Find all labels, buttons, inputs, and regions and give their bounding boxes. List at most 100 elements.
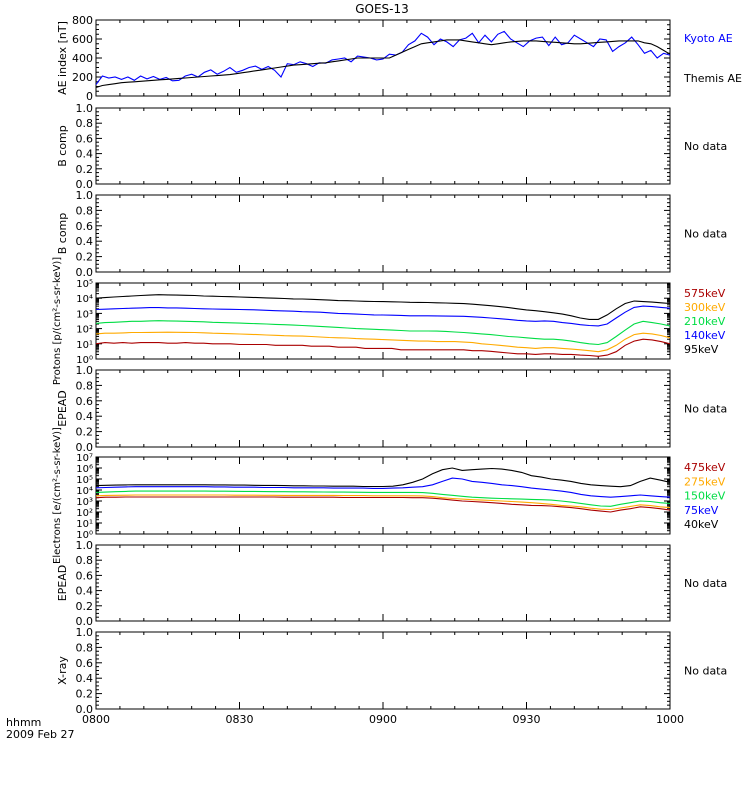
y-tick-label: 10⁵ — [76, 279, 93, 290]
series-line-210kev — [95, 320, 671, 346]
y-tick-label: 0.0 — [76, 178, 94, 191]
no-data-label: No data — [684, 403, 727, 416]
y-tick-label: 10² — [76, 325, 93, 336]
y-tick-label: 10¹ — [76, 340, 93, 351]
y-tick-label: 0.6 — [76, 395, 94, 408]
y-tick-label: 0.8 — [76, 641, 94, 654]
legend-entry: 575keV — [684, 287, 726, 300]
y-tick-label: 10⁰ — [76, 530, 93, 541]
x-axis: 0800 0830 0900 0930 1000 — [82, 713, 684, 726]
y-tick-label: 10³ — [76, 309, 93, 320]
panel-frame — [95, 107, 671, 185]
series-group — [95, 30, 671, 89]
panel-8: 0.0 0.2 0.4 0.6 0.8 1.0 X-ray No data — [56, 626, 727, 716]
y-axis-label: B comp — [56, 125, 69, 167]
y-tick-label: 0.2 — [76, 251, 94, 264]
y-tick-label: 600 — [72, 33, 93, 46]
series-line-300kev — [95, 331, 671, 353]
y-tick-label: 1.0 — [76, 189, 94, 202]
y-tick-label: 0.0 — [76, 266, 94, 279]
y-tick-label: 0.4 — [76, 585, 94, 598]
series-line-themis-ae — [95, 39, 671, 89]
y-tick-label: 10⁶ — [76, 464, 93, 475]
y-axis-label: X-ray — [56, 656, 69, 685]
y-tick-label: 0.8 — [76, 379, 94, 392]
y-tick-label: 10³ — [76, 497, 93, 508]
series-line-40kev — [95, 467, 671, 488]
y-tick-label: 10⁴ — [76, 294, 93, 305]
panel-frame — [95, 631, 671, 710]
x-axis-corner-label-hhmm: hhmm — [6, 716, 41, 729]
x-tick-label: 0930 — [513, 713, 541, 726]
y-tick-label: 0.8 — [76, 554, 94, 567]
figure-title: GOES-13 — [355, 2, 409, 16]
legend-entry: 275keV — [684, 475, 726, 488]
y-tick-label: 0.6 — [76, 220, 94, 233]
y-tick-label: 0.4 — [76, 410, 94, 423]
y-axis-label: EPEAD — [56, 390, 69, 427]
y-tick-label: 10⁷ — [76, 453, 93, 464]
y-tick-label: 10¹ — [76, 519, 93, 530]
y-axis-label: Electrons [e/(cm²-s-sr-keV)] — [52, 427, 63, 564]
y-tick-label: 0.8 — [76, 204, 94, 217]
panel-5: 0.0 0.2 0.4 0.6 0.8 1.0 EPEAD No data — [56, 364, 727, 454]
y-tick-label: 0.2 — [76, 688, 94, 701]
y-tick-label: 0.4 — [76, 235, 94, 248]
legend-entry: 300keV — [684, 301, 726, 314]
y-tick-label: 10² — [76, 508, 93, 519]
y-tick-label: 0.6 — [76, 569, 94, 582]
y-tick-label: 10⁰ — [76, 355, 93, 366]
y-tick-label: 10⁴ — [76, 486, 93, 497]
x-tick-label: 0830 — [226, 713, 254, 726]
x-tick-label: 0800 — [82, 713, 110, 726]
y-axis-label: AE index [nT] — [56, 21, 69, 95]
panel-frame — [95, 369, 671, 448]
y-tick-label: 1.0 — [76, 539, 94, 552]
y-tick-label: 10⁵ — [76, 475, 93, 486]
no-data-label: No data — [684, 577, 727, 590]
legend-entry: 40keV — [684, 518, 719, 531]
no-data-label: No data — [684, 228, 727, 241]
legend-entry: Themis AE — [683, 72, 742, 85]
y-tick-label: 0.8 — [76, 117, 94, 130]
y-tick-label: 0.4 — [76, 148, 94, 161]
legend-entry: 95keV — [684, 343, 719, 356]
panel-frame — [95, 544, 671, 622]
legend-entry: 140keV — [684, 329, 726, 342]
y-tick-label: 800 — [72, 14, 93, 27]
panel-4: 10⁰ 10¹ 10² 10³ 10⁴ 10⁵ Protons [p/(cm²-s-sr-k… — [52, 257, 726, 385]
series-line-475kev — [95, 496, 671, 513]
series-line-140kev — [95, 305, 671, 327]
legend-entry: 210keV — [684, 315, 726, 328]
series-group — [95, 467, 671, 513]
y-axis-label: Protons [p/(cm²-s-sr-keV)] — [52, 257, 63, 385]
panel-2: 0.0 0.2 0.4 0.6 0.8 1.0 B comp No data — [56, 102, 727, 191]
series-line-150kev — [95, 490, 671, 507]
x-tick-label: 1000 — [656, 713, 684, 726]
series-line-kyoto-ae — [95, 30, 671, 85]
legend-entry: 475keV — [684, 461, 726, 474]
y-tick-label: 0 — [86, 90, 93, 103]
y-tick-label: 400 — [72, 52, 93, 65]
legend-entry: Kyoto AE — [684, 32, 733, 45]
series-line-575kev — [95, 338, 671, 357]
y-tick-label: 0.4 — [76, 672, 94, 685]
series-line-75kev — [95, 477, 671, 498]
panel-7: 0.0 0.2 0.4 0.6 0.8 1.0 EPEAD No data — [56, 539, 727, 628]
panel-frame — [95, 194, 671, 273]
y-tick-label: 0.2 — [76, 163, 94, 176]
y-axis-label: EPEAD — [56, 565, 69, 602]
y-tick-label: 0.0 — [76, 703, 94, 716]
no-data-label: No data — [684, 665, 727, 678]
y-axis-label: B comp — [56, 213, 69, 255]
y-tick-label: 0.6 — [76, 132, 94, 145]
legend-entry: 150keV — [684, 490, 726, 503]
y-tick-label: 0.2 — [76, 600, 94, 613]
series-group — [95, 294, 671, 357]
series-line-275kev — [95, 494, 671, 511]
y-tick-label: 200 — [72, 71, 93, 84]
